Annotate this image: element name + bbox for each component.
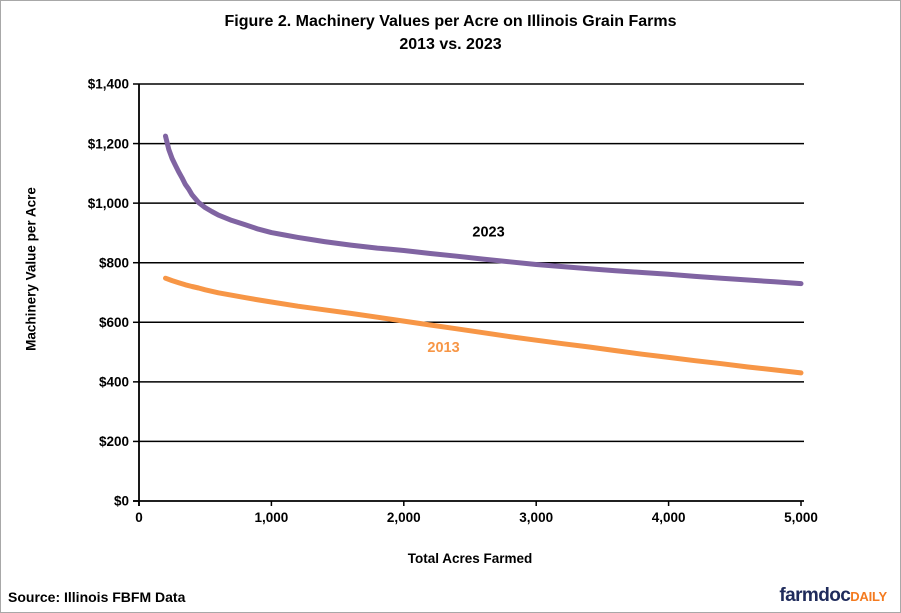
x-tick-label: 2,000 <box>387 510 421 525</box>
y-axis-title: Machinery Value per Acre <box>23 187 39 351</box>
x-axis-title: Total Acres Farmed <box>407 551 533 566</box>
series-label-2013: 2013 <box>427 340 459 356</box>
y-tick-label: $1,000 <box>88 196 129 211</box>
x-tick-label: 1,000 <box>255 510 289 525</box>
y-tick-label: $1,200 <box>88 136 129 151</box>
chart-title-line-2: 2013 vs. 2023 <box>399 36 502 53</box>
x-tick-label: 4,000 <box>652 510 686 525</box>
source-text: Source: Illinois FBFM Data <box>8 589 186 605</box>
y-tick-label: $1,400 <box>88 77 129 92</box>
farmdoc-daily-logo: farmdoc DAILY <box>779 585 887 607</box>
x-tick-label: 5,000 <box>784 510 818 525</box>
series-line-2023 <box>163 133 804 287</box>
chart-title: Figure 2. Machinery Values per Acre on I… <box>1 10 900 56</box>
x-tick-label: 0 <box>135 510 143 525</box>
y-tick-label: $800 <box>99 255 129 270</box>
y-tick-label: $600 <box>99 315 129 330</box>
x-tick-label: 3,000 <box>519 510 553 525</box>
y-tick-label: $400 <box>99 375 129 390</box>
y-tick-label: $0 <box>114 494 129 509</box>
series-label-2023: 2023 <box>472 224 504 240</box>
y-tick-label: $200 <box>99 434 129 449</box>
chart-title-line-1: Figure 2. Machinery Values per Acre on I… <box>224 13 677 30</box>
logo-farmdoc-text: farmdoc <box>779 585 851 606</box>
logo-daily-text: DAILY <box>850 589 887 604</box>
series-line-2013 <box>163 275 804 376</box>
